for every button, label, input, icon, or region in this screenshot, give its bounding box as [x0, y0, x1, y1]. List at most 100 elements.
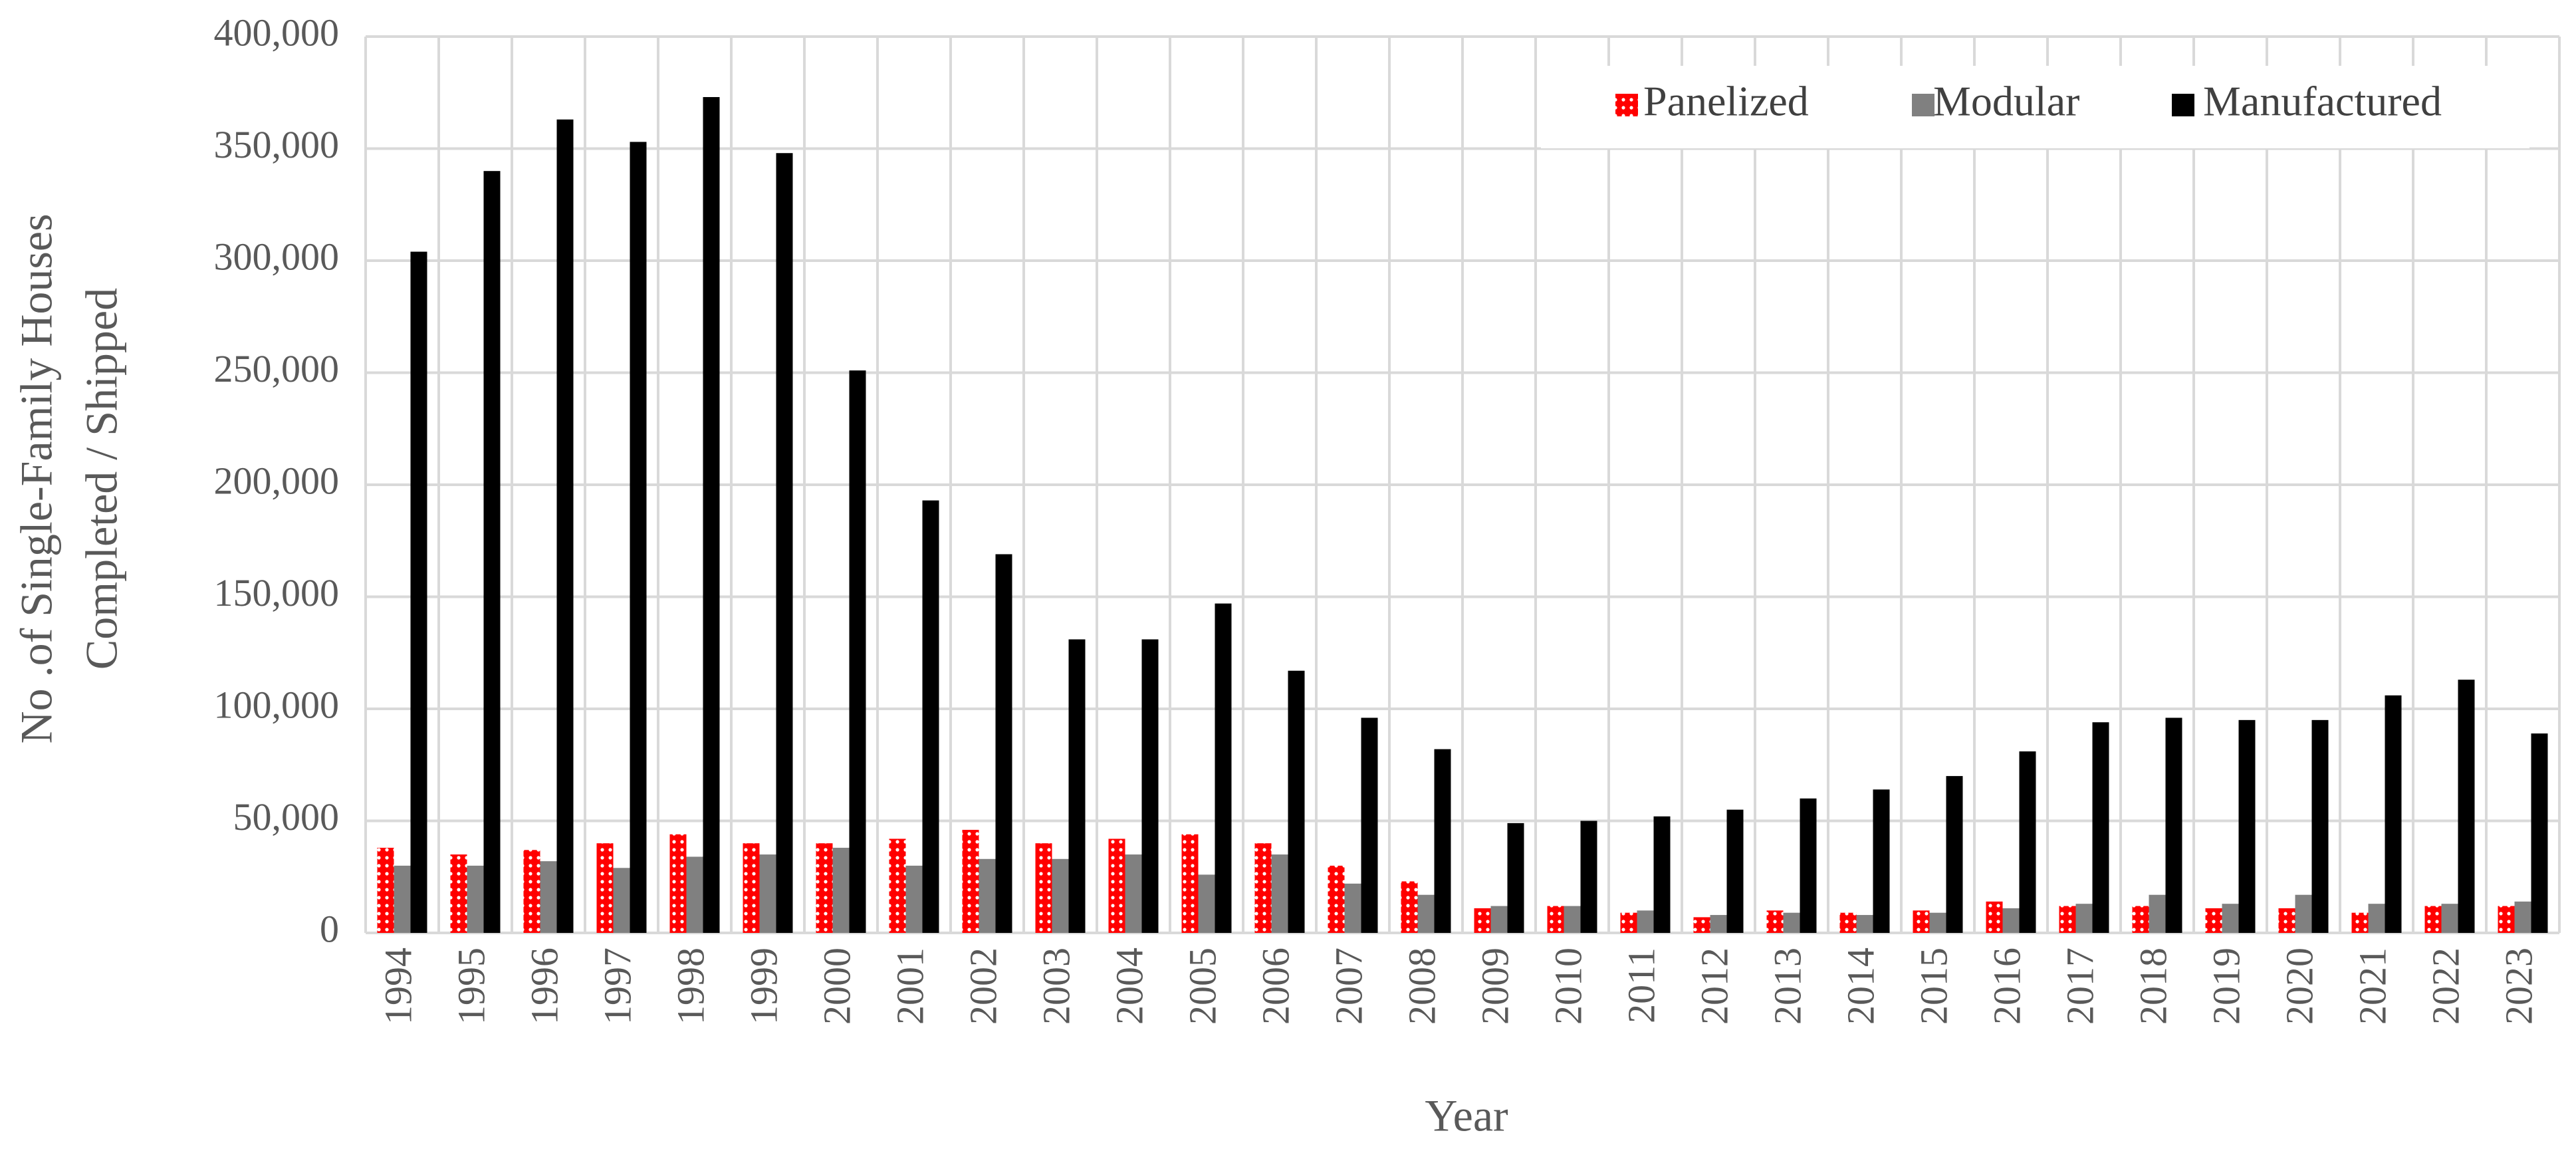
x-tick-label: 2003	[1034, 948, 1078, 1025]
bar	[1856, 915, 1873, 933]
bar	[483, 171, 501, 934]
bar	[1052, 858, 1069, 933]
bar	[2498, 906, 2515, 933]
bar	[2149, 894, 2166, 933]
legend-box	[1541, 66, 2529, 148]
bar	[630, 142, 647, 933]
bar	[2311, 719, 2329, 933]
bar	[2019, 751, 2036, 933]
bar	[979, 858, 996, 933]
x-tick-label: 2013	[1766, 948, 1809, 1025]
bar	[905, 865, 923, 933]
bar	[2424, 906, 2442, 933]
bar	[743, 843, 760, 933]
bar	[1564, 906, 1581, 933]
y-tick-label: 50,000	[233, 795, 340, 838]
y-tick-label: 150,000	[214, 571, 340, 614]
bar	[2458, 680, 2475, 933]
y-tick-label: 300,000	[214, 235, 340, 278]
y-tick-label: 0	[320, 907, 339, 950]
y-tick-label: 200,000	[214, 459, 340, 502]
bar	[2441, 904, 2458, 933]
bar	[1929, 912, 1946, 933]
bar	[394, 865, 411, 933]
x-tick-label: 2017	[2058, 948, 2101, 1025]
legend-swatch	[1615, 94, 1638, 116]
bar	[1361, 717, 1378, 933]
y-axis-title: Completed / Shipped	[76, 288, 127, 670]
bar	[2165, 717, 2182, 933]
bar	[613, 868, 630, 933]
bar	[1946, 776, 1963, 933]
x-tick-label: 2000	[815, 948, 858, 1025]
x-tick-label: 2009	[1473, 948, 1516, 1025]
bar	[1766, 910, 1784, 933]
x-tick-label: 2016	[1985, 948, 2028, 1025]
bar	[776, 153, 793, 934]
bar	[2002, 908, 2020, 933]
bar	[1254, 843, 1272, 933]
bar	[2059, 906, 2076, 933]
x-tick-label: 2010	[1546, 948, 1589, 1025]
bar	[1434, 749, 1451, 933]
bar	[2385, 695, 2402, 933]
bar	[1288, 670, 1305, 933]
bar	[2132, 906, 2149, 933]
bar	[1547, 906, 1564, 933]
bar	[1873, 789, 1890, 933]
bar	[2205, 908, 2222, 933]
bar	[1417, 894, 1435, 933]
bar	[1068, 639, 1086, 933]
bar	[2222, 904, 2239, 933]
x-tick-label: 2015	[1912, 948, 1955, 1025]
bar	[1141, 639, 1159, 933]
bar	[1271, 854, 1288, 933]
bar	[2295, 894, 2312, 933]
bar	[1710, 915, 1727, 933]
bar	[1800, 798, 1817, 933]
bar	[703, 96, 720, 934]
bar	[889, 838, 906, 933]
bar	[816, 843, 833, 933]
bar	[410, 251, 427, 933]
bar	[2351, 912, 2369, 933]
bar	[377, 847, 394, 933]
x-tick-label: 2020	[2278, 948, 2321, 1025]
bar	[467, 865, 484, 933]
bar	[995, 554, 1012, 933]
x-tick-label: 1995	[449, 948, 493, 1025]
y-tick-label: 400,000	[214, 11, 340, 54]
x-axis-title: Year	[1425, 1091, 1508, 1141]
bar	[2368, 904, 2385, 933]
x-tick-label: 2001	[888, 948, 931, 1025]
bar	[1839, 912, 1857, 933]
bar	[2514, 901, 2531, 933]
bar	[1653, 816, 1671, 933]
bar	[450, 854, 467, 933]
bar	[1913, 910, 1930, 933]
x-tick-label: 1997	[596, 948, 639, 1025]
x-tick-label: 1999	[742, 948, 785, 1025]
bar	[1620, 912, 1637, 933]
y-axis-title: No .of Single-Family Houses	[11, 213, 62, 743]
bar	[1637, 910, 1654, 933]
bar	[686, 856, 703, 933]
bar	[1693, 917, 1710, 933]
bar	[962, 829, 979, 933]
x-tick-label: 1994	[376, 948, 419, 1025]
bar	[1344, 883, 1361, 933]
x-tick-label: 2012	[1693, 948, 1736, 1025]
x-tick-label: 1996	[523, 948, 566, 1025]
x-tick-label: 2002	[961, 948, 1004, 1025]
bar	[669, 834, 687, 933]
bar	[540, 861, 557, 933]
x-tick-label: 2022	[2424, 948, 2467, 1025]
bar	[1035, 843, 1052, 933]
x-tick-label: 2004	[1108, 948, 1151, 1025]
bar	[1986, 901, 2003, 933]
x-tick-label: 2007	[1327, 948, 1370, 1025]
bar	[1474, 908, 1491, 933]
bar	[1401, 881, 1418, 933]
bar	[1490, 906, 1508, 933]
bar	[2278, 908, 2295, 933]
